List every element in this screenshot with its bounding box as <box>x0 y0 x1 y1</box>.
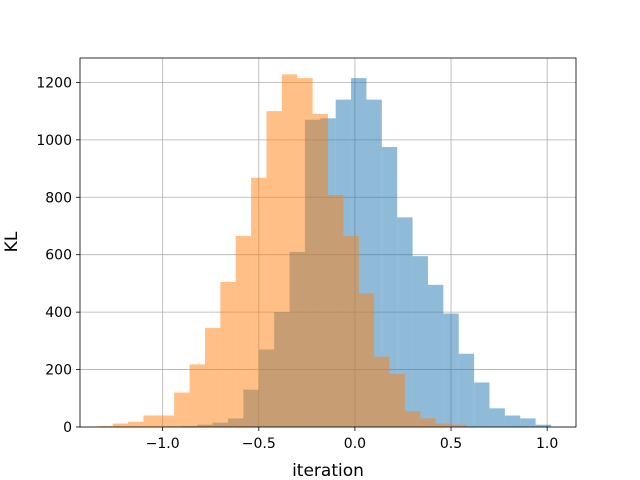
histogram-bar <box>312 113 328 428</box>
histogram-bar <box>174 392 190 427</box>
x-tick-label: −1.0 <box>146 436 180 452</box>
histogram-bar <box>343 236 359 427</box>
histogram-bar <box>404 411 421 427</box>
histogram-bar <box>474 382 490 427</box>
histogram-bar <box>520 418 536 427</box>
x-tick-label: 1.0 <box>536 436 558 452</box>
histogram-bar <box>189 364 205 427</box>
y-tick-label: 1200 <box>36 75 72 91</box>
y-tick-label: 200 <box>45 363 72 379</box>
x-axis-ticks: −1.0 −0.5 0.0 0.5 1.0 <box>146 427 558 452</box>
histogram-bar <box>128 421 144 427</box>
histogram-bar <box>389 373 405 427</box>
histogram-bar <box>297 78 313 427</box>
histogram-bar <box>458 353 475 427</box>
histogram-bar <box>281 74 298 427</box>
x-tick-label: 0.0 <box>344 436 366 452</box>
plot-frame <box>79 57 577 428</box>
histogram-bars <box>97 74 552 428</box>
histogram-bar <box>435 423 452 427</box>
x-tick-label: 0.5 <box>440 436 462 452</box>
histogram-bar <box>97 426 113 427</box>
histogram-bar <box>451 424 467 427</box>
histogram-bar <box>328 194 344 427</box>
histogram-bar <box>112 423 129 427</box>
histogram-bar <box>420 418 436 427</box>
y-tick-label: 800 <box>45 190 72 206</box>
y-axis-title: KL <box>2 231 22 252</box>
histogram-bar <box>158 415 175 427</box>
histogram-bar <box>504 415 521 427</box>
histogram-bar <box>266 111 282 427</box>
y-tick-label: 400 <box>45 305 72 321</box>
y-tick-label: 0 <box>63 420 72 436</box>
histogram-bar <box>143 415 159 427</box>
histogram-bar <box>443 313 459 427</box>
histogram-bar <box>427 284 444 427</box>
histogram-bar <box>220 281 236 427</box>
x-axis-title: iteration <box>292 461 364 480</box>
histogram-bar <box>412 256 428 427</box>
histogram-bar <box>358 293 375 427</box>
histogram-bar <box>251 177 267 427</box>
x-tick-label: −0.5 <box>242 436 276 452</box>
y-tick-label: 1000 <box>36 133 72 149</box>
histogram-bar <box>235 236 252 427</box>
histogram-bar <box>204 327 221 427</box>
histogram-series-2 <box>97 74 467 428</box>
y-axis-ticks: 0 200 400 600 800 1000 1200 <box>36 75 80 436</box>
histogram-bar <box>374 356 390 427</box>
histogram-bar <box>535 424 552 427</box>
histogram-bar <box>489 408 505 427</box>
y-tick-label: 600 <box>45 248 72 264</box>
